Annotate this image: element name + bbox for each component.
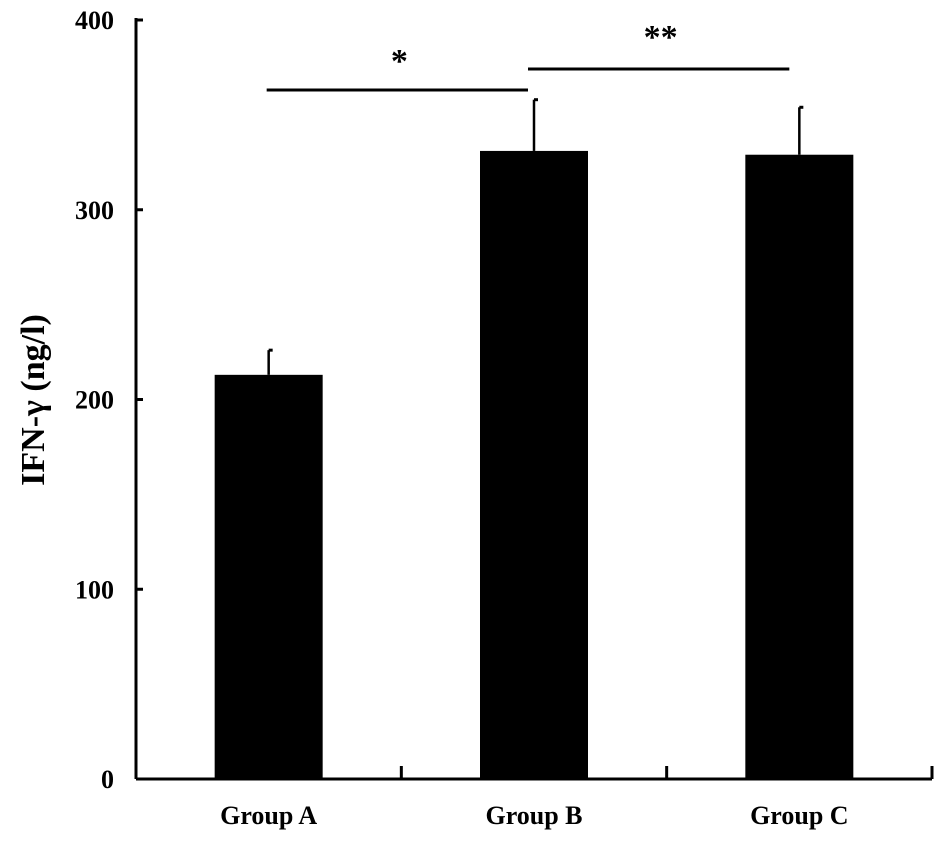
significance-label: * bbox=[391, 43, 408, 80]
x-category-label: Group C bbox=[750, 801, 849, 830]
y-tick-label: 400 bbox=[75, 6, 114, 35]
error-bars bbox=[267, 98, 804, 375]
significance-brackets: *** bbox=[266, 19, 790, 92]
bar bbox=[745, 154, 854, 779]
significance-label: ** bbox=[644, 19, 678, 56]
bar bbox=[214, 374, 323, 779]
x-category-label: Group B bbox=[485, 801, 582, 830]
y-tick-label: 200 bbox=[75, 386, 114, 415]
bars bbox=[214, 150, 854, 780]
y-axis: 0 100 200 300 400 bbox=[75, 6, 143, 794]
bar bbox=[480, 150, 588, 780]
y-tick-label: 100 bbox=[75, 575, 114, 604]
y-tick-label: 300 bbox=[75, 196, 114, 225]
x-category-label: Group A bbox=[220, 801, 317, 830]
y-tick-label: 0 bbox=[101, 765, 114, 794]
y-axis-title: IFN-γ (ng/l) bbox=[15, 314, 52, 486]
